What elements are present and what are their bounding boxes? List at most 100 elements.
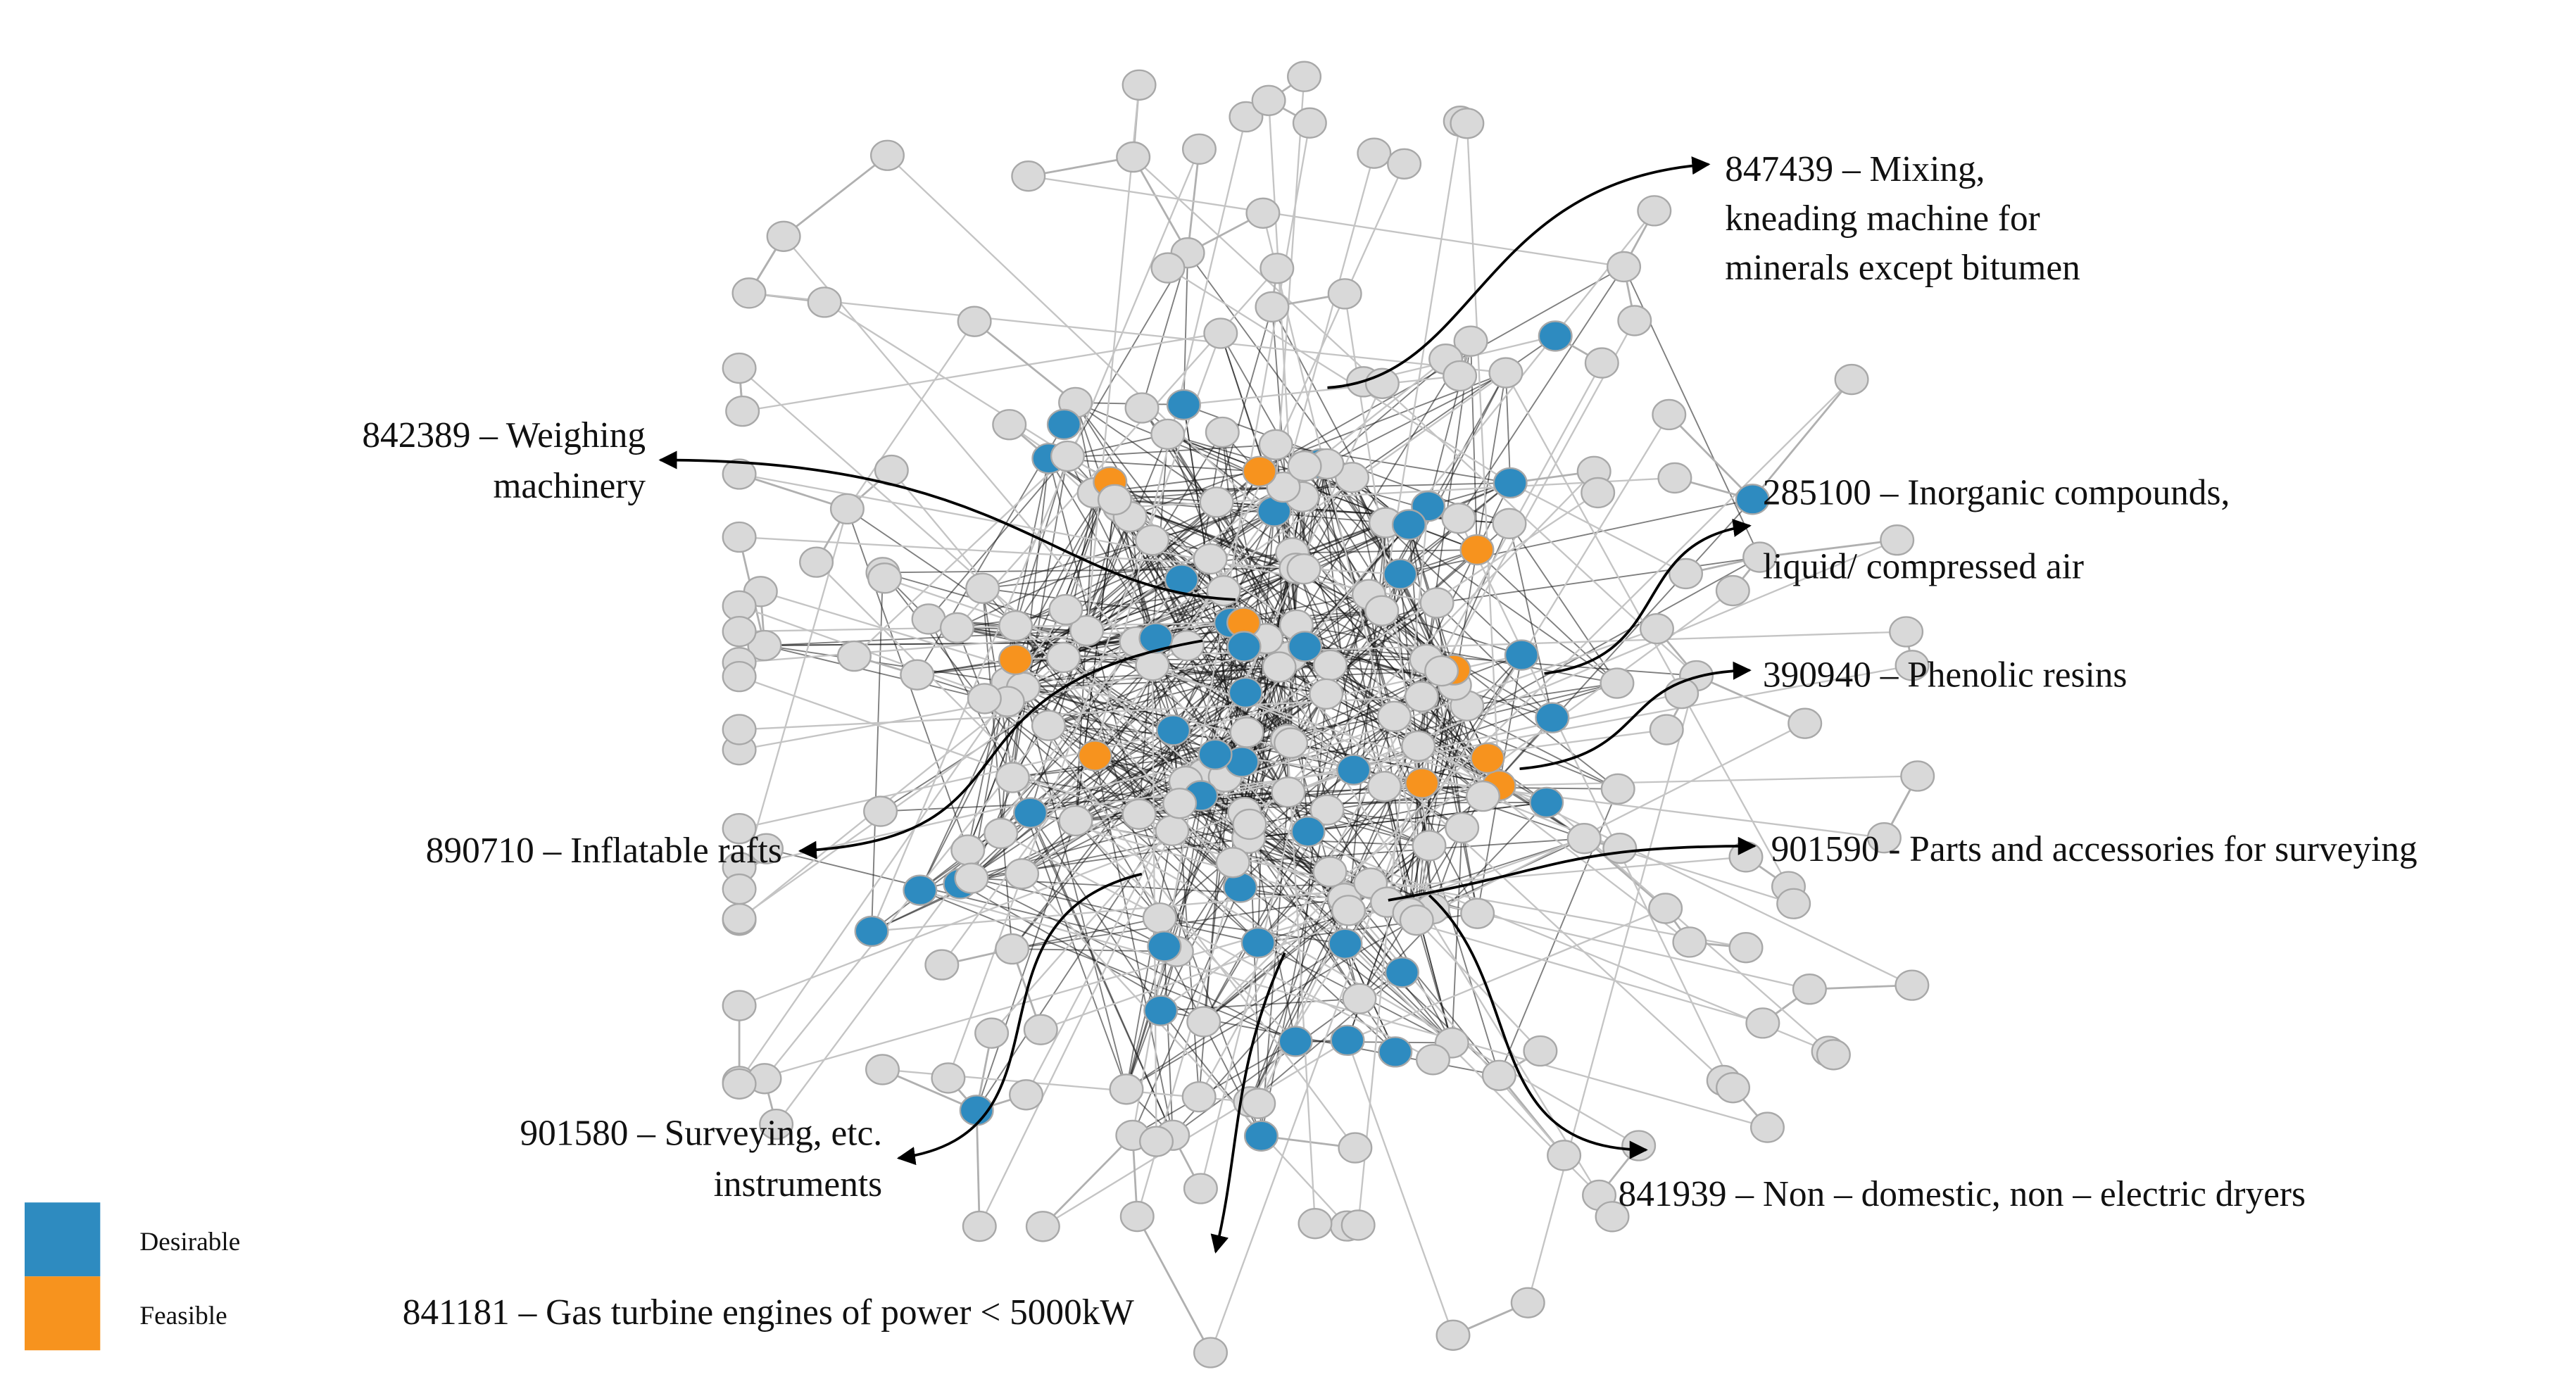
- node: [722, 714, 757, 745]
- edge: [764, 645, 1008, 683]
- edge: [967, 481, 1111, 850]
- edge: [1357, 506, 1429, 1226]
- edge: [815, 561, 1296, 1043]
- node: [1404, 681, 1439, 712]
- legend-label: Desirable: [139, 1228, 240, 1257]
- node: [1183, 1173, 1218, 1204]
- node: [1584, 347, 1619, 379]
- node: [1889, 616, 1924, 648]
- edge: [984, 698, 1226, 778]
- edge: [1022, 873, 1165, 947]
- edge: [1509, 523, 1553, 718]
- node: [1391, 509, 1426, 541]
- edge: [1086, 522, 1386, 631]
- edge: [1119, 507, 1455, 686]
- edge: [1094, 755, 1346, 945]
- node: [1288, 631, 1323, 662]
- edge: [748, 292, 1507, 374]
- node: [1600, 773, 1635, 805]
- edge: [1421, 782, 1585, 840]
- node: [829, 493, 865, 525]
- node: [1535, 702, 1570, 733]
- node: [1274, 727, 1309, 759]
- edge: [1126, 776, 1226, 1090]
- edge: [1129, 372, 1507, 517]
- node: [1198, 738, 1233, 771]
- edge: [1509, 481, 1687, 574]
- node: [1776, 888, 1811, 919]
- edge: [1021, 491, 1599, 875]
- edge: [1393, 715, 1690, 943]
- edge: [1202, 831, 1309, 1022]
- node: [1547, 1140, 1582, 1171]
- node: [722, 615, 757, 648]
- node: [1364, 595, 1400, 626]
- node: [1046, 641, 1081, 674]
- legend-swatch: [25, 1202, 101, 1277]
- edge: [1126, 908, 1433, 1090]
- edge: [919, 701, 1009, 891]
- edge: [1346, 1040, 1455, 1336]
- edge: [1163, 946, 1174, 1135]
- node: [1510, 1287, 1545, 1318]
- edge: [1028, 156, 1133, 177]
- edge: [1262, 213, 1434, 909]
- node: [1366, 771, 1402, 802]
- edge: [1499, 775, 1918, 787]
- node: [1459, 534, 1495, 566]
- node: [1617, 305, 1652, 336]
- edge: [1440, 320, 1635, 672]
- edge: [1400, 498, 1753, 575]
- node: [1142, 902, 1177, 934]
- node: [1215, 847, 1250, 879]
- node: [1069, 615, 1105, 647]
- node: [722, 458, 757, 490]
- annotation-line: 901580 – Surveying, etc.: [520, 1114, 882, 1154]
- node: [1435, 1319, 1471, 1351]
- node: [807, 286, 842, 318]
- edge: [1014, 510, 1275, 660]
- edge: [1183, 374, 1460, 406]
- edge: [1094, 755, 1174, 1135]
- node: [967, 683, 1002, 714]
- edge: [1131, 887, 1241, 1136]
- node: [1009, 1079, 1044, 1111]
- edge: [1048, 724, 1249, 839]
- annotation-line: 285100 – Inorganic compounds,: [1763, 472, 2230, 512]
- node: [1669, 558, 1704, 590]
- node: [962, 1210, 997, 1242]
- node: [1240, 927, 1276, 959]
- node: [1232, 808, 1267, 840]
- node: [1031, 710, 1066, 741]
- node: [1529, 786, 1564, 819]
- node: [1124, 392, 1160, 424]
- node: [957, 306, 992, 337]
- node: [722, 352, 757, 384]
- edge: [1138, 814, 1262, 1137]
- edge: [1668, 413, 1754, 500]
- edge: [941, 465, 1306, 966]
- node: [722, 660, 757, 693]
- edge: [1466, 123, 1500, 786]
- node: [1292, 107, 1327, 139]
- node: [1488, 357, 1523, 389]
- node: [722, 902, 757, 935]
- node: [722, 521, 757, 553]
- node: [984, 817, 1019, 850]
- edge: [1048, 458, 1724, 1081]
- node: [1412, 830, 1447, 862]
- node: [1401, 730, 1436, 762]
- arrow: [658, 451, 1236, 601]
- edge: [1012, 917, 1160, 950]
- node: [1327, 278, 1362, 310]
- node: [1046, 408, 1081, 441]
- node: [1816, 1039, 1851, 1071]
- edge: [1198, 776, 1226, 1097]
- node: [1309, 678, 1344, 710]
- edge: [971, 877, 1296, 1043]
- node: [1228, 676, 1263, 709]
- edge: [1260, 792, 1289, 1136]
- node: [1287, 450, 1322, 482]
- edge: [871, 856, 1747, 933]
- node: [865, 1054, 900, 1085]
